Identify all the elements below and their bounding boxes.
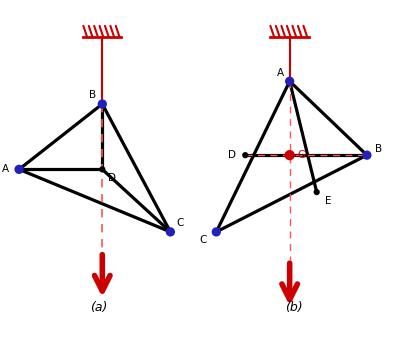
Text: D: D: [108, 173, 116, 183]
Point: [99, 167, 106, 172]
Text: B: B: [375, 145, 382, 154]
Text: (a): (a): [90, 301, 107, 314]
Text: G: G: [297, 150, 305, 160]
Point: [286, 78, 293, 84]
Point: [213, 229, 219, 235]
Text: E: E: [325, 196, 331, 206]
Point: [242, 152, 248, 158]
Text: B: B: [89, 90, 97, 101]
Text: A: A: [2, 164, 9, 174]
Point: [286, 152, 293, 158]
Point: [314, 189, 320, 195]
Text: (b): (b): [285, 301, 302, 314]
Text: D: D: [228, 150, 236, 160]
Point: [167, 229, 173, 235]
Point: [99, 101, 106, 107]
Text: C: C: [176, 218, 184, 228]
Point: [16, 167, 22, 172]
Text: A: A: [277, 68, 284, 78]
Point: [364, 152, 370, 158]
Text: C: C: [199, 235, 206, 246]
